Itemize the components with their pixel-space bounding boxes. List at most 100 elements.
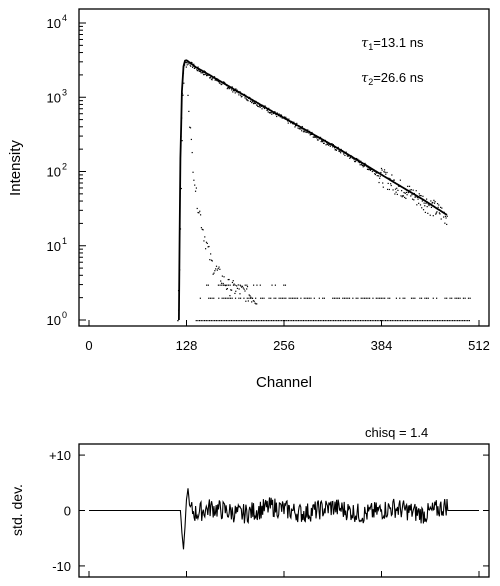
decay-data-point	[435, 212, 437, 214]
decay-data-point	[432, 201, 434, 204]
baseline-point	[369, 297, 371, 299]
baseline-point	[209, 297, 212, 299]
decay-data-point	[321, 141, 323, 143]
decay-data-point	[269, 112, 271, 114]
decay-data-point	[251, 102, 253, 104]
decay-data-point	[202, 72, 204, 74]
irf-data-point	[253, 300, 255, 302]
decay-data-point	[433, 202, 436, 204]
baseline-point	[324, 320, 326, 322]
decay-data-point	[346, 155, 348, 157]
decay-data-point	[240, 96, 242, 98]
decay-data-point	[254, 102, 256, 105]
decay-data-point	[266, 109, 268, 111]
irf-data-point	[215, 265, 218, 267]
resid-y-tick-label: +10	[49, 448, 71, 463]
baseline-point	[374, 320, 377, 322]
irf-data-point	[248, 294, 250, 296]
irf-data-point	[180, 187, 182, 190]
baseline-point	[444, 297, 446, 299]
decay-data-point	[335, 149, 337, 151]
decay-data-point	[434, 201, 436, 203]
irf-data-point	[209, 259, 211, 261]
decay-data-point	[440, 206, 442, 208]
baseline-point	[452, 320, 454, 322]
irf-data-point	[241, 285, 244, 287]
baseline-point	[217, 284, 220, 286]
baseline-point	[204, 320, 206, 322]
baseline-point	[222, 284, 225, 286]
baseline-point	[334, 320, 336, 322]
decay-data-point	[396, 193, 398, 196]
irf-data-point	[191, 151, 193, 154]
irf-data-point	[251, 301, 253, 303]
decay-data-point	[337, 146, 339, 149]
baseline-point	[206, 284, 208, 286]
decay-data-point	[429, 214, 431, 216]
baseline-point	[220, 320, 222, 322]
decay-data-point	[362, 166, 364, 168]
baseline-point	[205, 320, 207, 322]
baseline-point	[425, 297, 428, 299]
baseline-point	[462, 297, 465, 299]
irf-data-point	[230, 289, 232, 291]
decay-data-point	[257, 105, 259, 107]
decay-data-point	[424, 205, 426, 207]
decay-data-point	[419, 194, 421, 197]
decay-data-point	[426, 206, 428, 208]
decay-data-point	[401, 190, 403, 192]
irf-data-point	[208, 245, 210, 248]
decay-data-point	[415, 196, 417, 198]
decay-data-point	[220, 83, 222, 86]
baseline-point	[332, 297, 334, 299]
irf-data-point	[236, 287, 239, 289]
baseline-point	[366, 320, 368, 322]
irf-data-point	[233, 283, 235, 285]
irf-data-point	[196, 207, 198, 210]
baseline-point	[232, 284, 235, 286]
decay-data-point	[312, 136, 314, 138]
irf-data-point	[215, 268, 217, 270]
decay-data-point	[294, 126, 296, 128]
decay-data-point	[407, 185, 409, 187]
irf-data-point	[199, 210, 201, 212]
decay-data-point	[422, 195, 424, 197]
baseline-point	[213, 297, 215, 299]
baseline-point	[348, 320, 350, 322]
decay-data-point	[404, 192, 406, 194]
baseline-point	[270, 297, 272, 299]
baseline-point	[363, 297, 366, 299]
decay-data-point	[427, 212, 429, 214]
baseline-point	[291, 297, 294, 299]
irf-data-point	[239, 293, 241, 295]
baseline-point	[455, 320, 457, 322]
irf-data-point	[182, 94, 184, 96]
decay-data-point	[307, 129, 309, 131]
baseline-point	[413, 320, 415, 322]
decay-data-point	[229, 87, 231, 89]
baseline-point	[335, 297, 337, 299]
decay-data-point	[354, 160, 356, 163]
baseline-point	[210, 320, 212, 322]
decay-data-point	[354, 160, 356, 163]
decay-data-point	[234, 92, 236, 94]
baseline-point	[291, 320, 293, 322]
baseline-point	[231, 297, 233, 299]
baseline-point	[423, 320, 425, 322]
irf-data-point	[232, 280, 234, 282]
baseline-point	[457, 320, 459, 322]
decay-data-point	[428, 204, 430, 207]
baseline-point	[405, 320, 407, 322]
baseline-point	[239, 284, 241, 286]
decay-data-point	[206, 75, 208, 77]
decay-data-point	[364, 162, 366, 165]
baseline-point	[322, 297, 324, 299]
decay-data-point	[418, 193, 420, 195]
baseline-point	[296, 320, 298, 322]
main-plot-frame	[78, 8, 490, 327]
decay-data-point	[333, 147, 336, 149]
decay-data-point	[275, 114, 277, 116]
decay-data-point	[301, 125, 303, 128]
decay-data-point	[408, 185, 411, 187]
baseline-point	[383, 320, 385, 322]
